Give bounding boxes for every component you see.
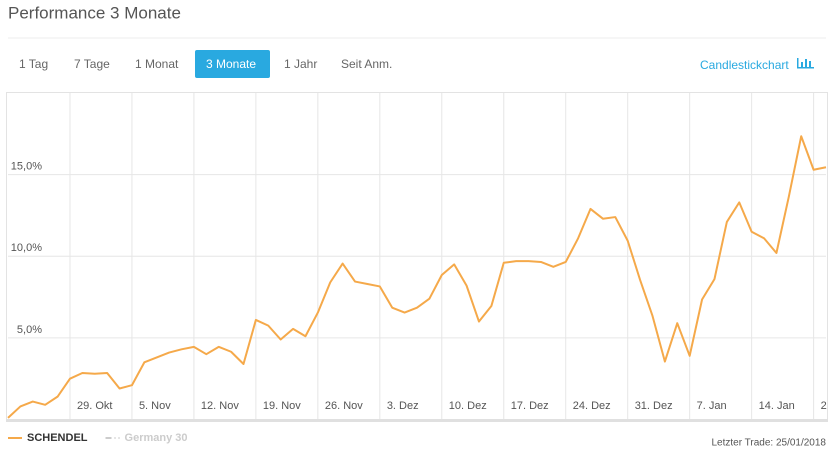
tab[interactable]: 3 Monate [206, 57, 256, 71]
title: Performance 3 Monate [8, 3, 181, 22]
y-tick-label: 5,0% [17, 324, 42, 336]
last-trade: Letzter Trade: 25/01/2018 [711, 438, 826, 449]
tab[interactable]: Seit Anm. [341, 57, 392, 71]
x-tick-label: 29. Okt [77, 400, 112, 412]
line [7, 135, 827, 419]
y-tick-label: 10,0% [11, 242, 42, 254]
y-tick-label: 15,0% [11, 161, 42, 173]
x-tick-label: 31. Dez [635, 400, 673, 412]
x-tick-label: 26. Nov [325, 400, 363, 412]
tabs: 1 Tag 7 Tage 1 Monat 3 Monate 1 Jahr Seit Anm… [19, 50, 392, 78]
x-tick-label: 10. Dez [449, 400, 487, 412]
plot: 29. Okt 5. Nov 12. Nov 19. Nov 26. Nov 3. Dez… [7, 93, 834, 419]
x-tick-label: 17. Dez [511, 400, 549, 412]
x-tick-label: 7. Jan [697, 400, 727, 412]
tab[interactable]: 1 Monat [135, 57, 179, 71]
x-tick-label: 19. Nov [263, 400, 301, 412]
x-tick-label: 24. Dez [573, 400, 611, 412]
x-tick-label: 14. Jan [759, 400, 795, 412]
legend-label-inactive: Germany 30 [125, 432, 188, 444]
x-tick-label: 21. Jan [821, 400, 834, 412]
active-tab [195, 50, 270, 78]
candlestick-link[interactable]: Candlestickchart [700, 58, 789, 72]
x-tick-label: 3. Dez [387, 400, 419, 412]
tab[interactable]: 1 Jahr [284, 57, 317, 71]
tab[interactable]: 7 Tage [74, 57, 110, 71]
x-tick-label: 12. Nov [201, 400, 239, 412]
plot-bottom-bar [6, 419, 828, 422]
candlestick-icon[interactable] [797, 58, 814, 69]
tab[interactable]: 1 Tag [19, 57, 48, 71]
x-tick-label: 5. Nov [139, 400, 171, 412]
legend: SCHENDEL Germany 30 [8, 432, 188, 444]
legend-label: SCHENDEL [27, 432, 88, 444]
